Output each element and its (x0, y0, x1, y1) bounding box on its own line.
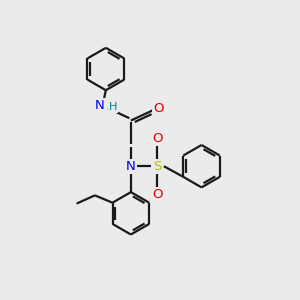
Text: N: N (95, 99, 105, 112)
Text: O: O (152, 188, 163, 201)
Text: O: O (153, 102, 164, 115)
Text: H: H (108, 102, 117, 112)
Text: O: O (152, 132, 163, 145)
Text: S: S (153, 160, 161, 173)
Text: N: N (126, 160, 136, 173)
